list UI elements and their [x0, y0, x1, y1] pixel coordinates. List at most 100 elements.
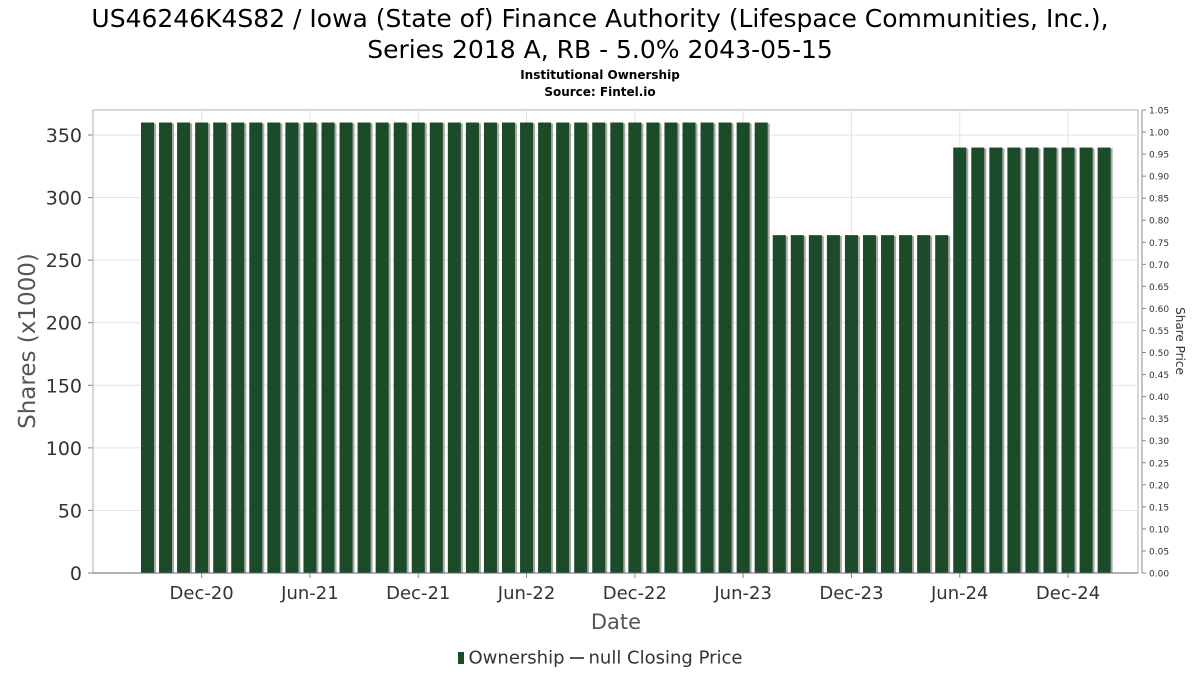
ownership-bar — [1043, 147, 1057, 574]
ownership-bar — [1007, 147, 1021, 574]
y2-tick-label: 0.05 — [1149, 547, 1169, 557]
x-axis: Dec-20 Jun-21 Dec-21 Jun-22 Dec-22 Jun-23 Dec-… — [93, 572, 1138, 604]
legend-price: null Closing Price — [588, 647, 743, 669]
y2-tick-label: 1.05 — [1149, 107, 1169, 117]
x-tick-label: Dec-21 — [386, 583, 450, 604]
ownership-bar — [863, 235, 876, 573]
y-axis-label: Shares (x1000) — [15, 253, 41, 429]
ownership-bar — [249, 122, 263, 573]
ownership-bar — [899, 235, 913, 573]
ownership-bar — [429, 122, 443, 573]
ownership-bar — [447, 122, 461, 573]
chart-subtitle: Institutional Ownership — [520, 68, 680, 82]
ownership-bar — [159, 122, 173, 573]
y2-tick-label: 0.85 — [1149, 195, 1169, 205]
y2-tick-label: 0.95 — [1149, 151, 1169, 161]
ownership-bar — [790, 235, 804, 573]
ownership-bar — [772, 235, 786, 573]
ownership-bar — [483, 122, 497, 573]
y-tick-label: 50 — [58, 500, 82, 522]
ownership-bar — [953, 147, 967, 574]
ownership-bar — [465, 122, 479, 573]
ownership-bar — [917, 235, 931, 573]
x-axis-label: Date — [591, 610, 641, 634]
ownership-bar — [195, 122, 209, 573]
x-tick-label: Jun-23 — [713, 583, 772, 604]
ownership-bar — [1079, 147, 1093, 574]
ownership-bar — [321, 122, 335, 573]
y2-axis-label: Share Price — [1173, 307, 1187, 375]
ownership-bar — [213, 122, 227, 573]
ownership-bar — [610, 122, 624, 573]
x-tick-label: Dec-24 — [1036, 583, 1100, 604]
ownership-bar — [502, 122, 515, 573]
y2-tick-label: 0.90 — [1149, 173, 1169, 183]
ownership-bar — [556, 122, 570, 573]
ownership-bar — [971, 147, 985, 574]
price-legend-swatch — [569, 657, 584, 659]
y2-tick-label: 0.65 — [1149, 283, 1169, 293]
x-tick-label: Jun-21 — [280, 583, 339, 604]
y2-tick-label: 0.00 — [1149, 570, 1169, 580]
ownership-bar — [393, 122, 407, 573]
ownership-bar — [989, 147, 1003, 574]
ownership-bar — [935, 235, 949, 573]
y2-tick-label: 0.25 — [1149, 459, 1169, 469]
y2-tick-label: 0.70 — [1149, 261, 1169, 271]
ownership-bar — [628, 122, 642, 573]
chart-title-line-1: US46246K4S82 / Iowa (State of) Finance A… — [91, 4, 1109, 33]
ownership-bar — [664, 122, 678, 573]
ownership-bar — [285, 122, 299, 573]
ownership-bar — [754, 122, 768, 573]
y2-tick-label: 0.10 — [1149, 525, 1169, 535]
y-tick-label: 150 — [46, 375, 82, 397]
ownership-bar — [538, 122, 552, 573]
legend-ownership: Ownership — [468, 647, 565, 669]
x-tick-label: Jun-24 — [930, 583, 989, 604]
ownership-bar — [808, 235, 822, 573]
ownership-bar — [1061, 147, 1075, 574]
y-tick-label: 100 — [46, 438, 82, 460]
ownership-bar — [411, 122, 425, 573]
y-tick-label: 300 — [46, 188, 82, 210]
x-tick-label: Dec-22 — [603, 583, 667, 604]
chart-source: Source: Fintel.io — [544, 85, 656, 99]
y-tick-label: 200 — [46, 313, 82, 335]
ownership-bar — [141, 122, 154, 573]
y2-tick-label: 0.50 — [1149, 349, 1169, 359]
y2-tick-label: 0.45 — [1149, 371, 1169, 381]
y2-tick-label: 0.75 — [1149, 239, 1169, 249]
ownership-bar — [574, 122, 588, 573]
ownership-bar — [592, 122, 606, 573]
ownership-bar — [718, 122, 732, 573]
x-tick-label: Dec-23 — [819, 583, 883, 604]
ownership-bar — [267, 122, 281, 573]
ownership-bar — [881, 235, 895, 573]
y-tick-label: 0 — [70, 563, 82, 585]
ownership-bar — [736, 122, 750, 573]
ownership-bar — [646, 122, 660, 573]
y-tick-label: 250 — [46, 250, 82, 272]
y2-tick-label: 0.30 — [1149, 437, 1169, 447]
ownership-bar — [375, 122, 389, 573]
y2-tick-label: 0.15 — [1149, 503, 1169, 513]
ownership-bar — [177, 122, 191, 573]
ownership-bar — [339, 122, 353, 573]
y2-tick-label: 0.80 — [1149, 217, 1169, 227]
y2-tick-label: 0.20 — [1149, 481, 1169, 491]
x-tick-label: Jun-22 — [497, 583, 556, 604]
ownership-bar — [844, 235, 858, 573]
y-tick-label: 350 — [46, 125, 82, 147]
ownership-bar — [357, 122, 371, 573]
y2-tick-label: 0.60 — [1149, 305, 1169, 315]
ownership-bar — [1025, 147, 1039, 574]
x-tick-label: Dec-20 — [170, 583, 234, 604]
ownership-bar — [1097, 147, 1111, 574]
ownership-bar — [231, 122, 245, 573]
y2-tick-label: 0.35 — [1149, 415, 1169, 425]
ownership-bar — [826, 235, 840, 573]
chart-title-line-2: Series 2018 A, RB - 5.0% 2043-05-15 — [367, 35, 833, 64]
y2-axis: 0.00 0.05 0.10 0.15 0.20 0.25 0.30 0.35 0.40 0.45… — [1141, 107, 1169, 580]
ownership-bar — [520, 122, 534, 573]
